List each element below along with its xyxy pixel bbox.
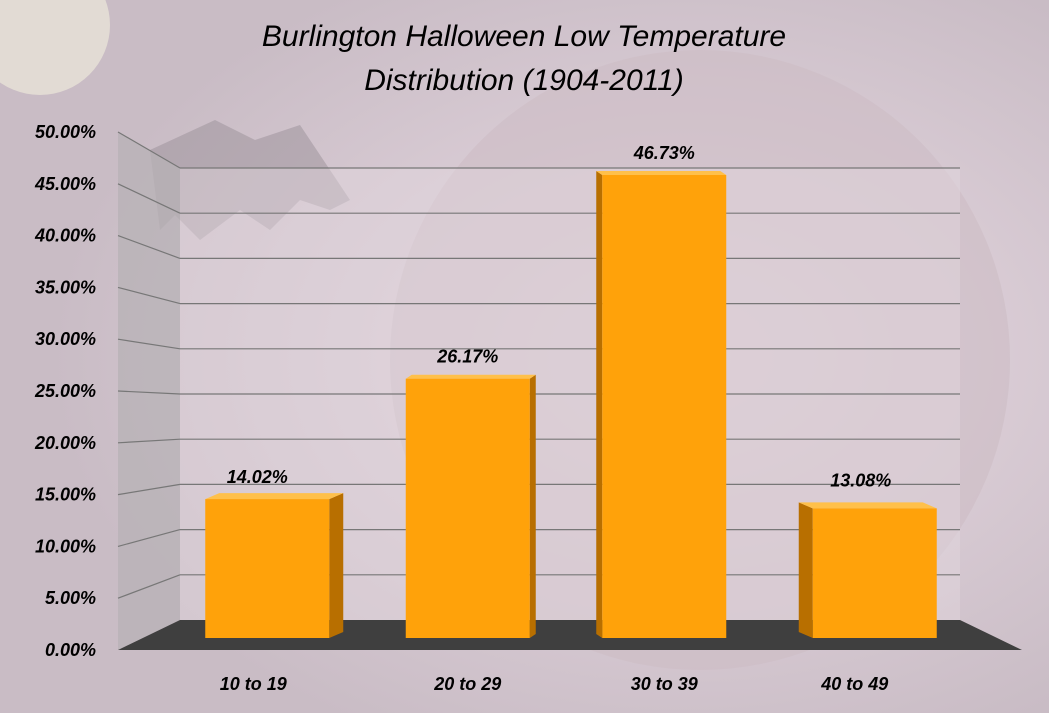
- bar-top: [405, 374, 536, 379]
- bar-side: [798, 502, 813, 638]
- bar: [798, 502, 937, 638]
- bar: [205, 493, 344, 638]
- category-label: 30 to 39: [631, 674, 698, 694]
- data-label: 13.08%: [830, 470, 891, 490]
- y-tick-label: 0.00%: [45, 640, 96, 660]
- gridline-diagonal: [117, 131, 181, 169]
- category-label: 40 to 49: [820, 674, 888, 694]
- y-tick-label: 45.00%: [34, 174, 96, 194]
- side-wall: [118, 132, 180, 650]
- gridline-diagonal: [117, 574, 181, 599]
- category-labels: 10 to 19 20 to 29 30 to 39 40 to 49: [220, 674, 889, 694]
- data-label: 46.73%: [633, 143, 695, 163]
- bar-top: [205, 493, 344, 500]
- bar: [405, 374, 536, 638]
- bar-front: [812, 508, 937, 638]
- gridline-diagonal: [117, 286, 181, 305]
- y-axis-tick-labels: 0.00% 5.00% 10.00% 15.00% 20.00% 25.00% 30.00%…: [34, 122, 96, 660]
- bar: [596, 171, 727, 638]
- bar-front: [205, 499, 330, 638]
- y-tick-label: 50.00%: [35, 122, 96, 142]
- moon-icon: [0, 0, 110, 95]
- y-tick-label: 40.00%: [34, 226, 96, 246]
- bar-top: [596, 171, 727, 175]
- y-tick-label: 20.00%: [34, 433, 96, 453]
- bars: [205, 171, 937, 638]
- y-tick-label: 35.00%: [35, 277, 96, 297]
- bar-front: [602, 175, 727, 638]
- chart-title-line-1: Burlington Halloween Low Temperature: [262, 20, 786, 53]
- bat-icon: [150, 120, 350, 240]
- bar-front: [405, 378, 530, 638]
- gridline-diagonal: [117, 529, 181, 547]
- y-tick-label: 15.00%: [35, 485, 96, 505]
- chart-title: Burlington Halloween Low Temperature Dis…: [262, 20, 786, 97]
- gridline-diagonal: [117, 235, 181, 259]
- bar-side: [329, 493, 344, 638]
- bar-side: [596, 171, 603, 638]
- gridline-diagonal: [117, 438, 181, 444]
- bar-side: [529, 374, 536, 638]
- y-tick-label: 25.00%: [34, 381, 96, 401]
- data-label: 14.02%: [227, 467, 288, 487]
- y-tick-label: 5.00%: [45, 588, 96, 608]
- data-label: 26.17%: [436, 347, 498, 367]
- y-tick-label: 30.00%: [35, 329, 96, 349]
- bar-top: [798, 502, 937, 509]
- y-tick-label: 10.00%: [35, 536, 96, 556]
- gridline-diagonal: [117, 483, 181, 496]
- gridline-diagonal: [117, 338, 181, 350]
- gridline-diagonal: [117, 390, 181, 395]
- category-label: 20 to 29: [433, 674, 501, 694]
- floor: [118, 620, 1022, 650]
- category-label: 10 to 19: [220, 674, 287, 694]
- gridlines: [117, 131, 960, 599]
- data-labels: 14.02% 26.17% 46.73% 13.08%: [227, 143, 892, 490]
- chart-title-line-2: Distribution (1904-2011): [364, 64, 684, 97]
- gridline-diagonal: [117, 183, 181, 214]
